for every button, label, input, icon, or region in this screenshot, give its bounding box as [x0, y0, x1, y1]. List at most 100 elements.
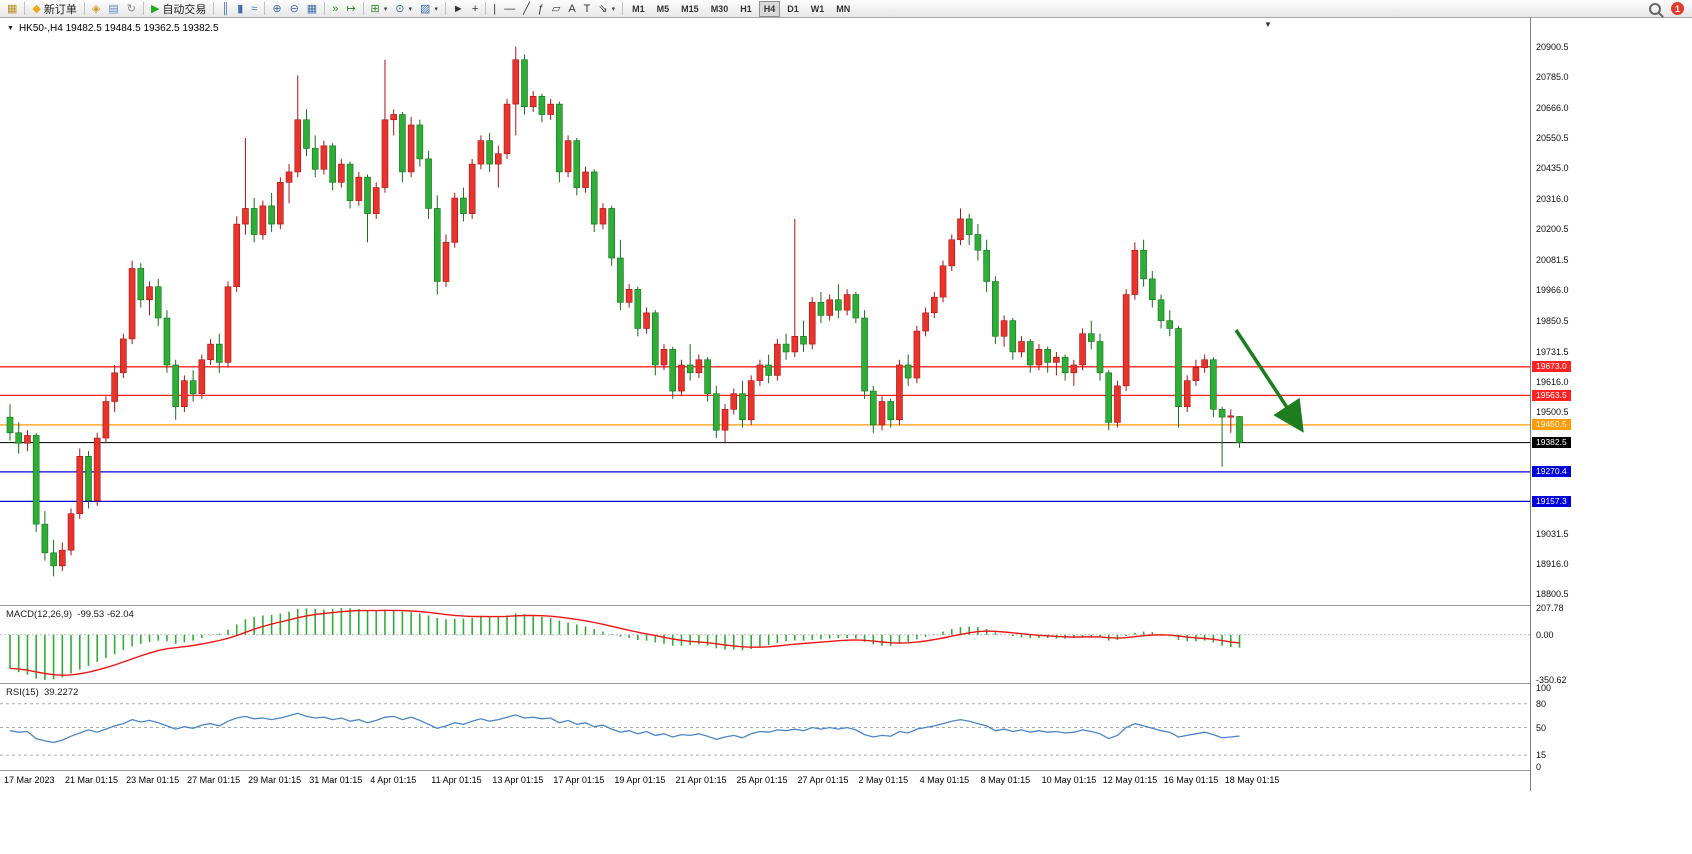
time-label: 12 May 01:15 — [1102, 775, 1158, 785]
timeframe-h4[interactable]: H4 — [758, 0, 781, 17]
candle-body — [948, 239, 956, 267]
price-tick: 18800.5 — [1536, 589, 1569, 600]
toolbar-separator — [24, 2, 26, 15]
timeframe-mn[interactable]: MN — [836, 3, 851, 14]
horizontal-line-icon[interactable]: — — [500, 0, 519, 18]
candle-body — [1018, 341, 1025, 353]
timeframe-m5[interactable]: M5 — [656, 3, 670, 14]
candle-body — [460, 197, 467, 214]
candle-body — [41, 523, 49, 554]
candle-body — [904, 364, 912, 379]
templates-icon: ▨ — [420, 2, 431, 15]
candle-body — [207, 343, 214, 361]
horizontal-line-icon: — — [504, 2, 516, 15]
macd-canvas[interactable] — [0, 606, 1530, 683]
new-chart-icon[interactable]: ▦ — [3, 0, 21, 18]
text-icon[interactable]: A — [564, 0, 579, 18]
arrows-icon[interactable]: ⇘ ▾ — [594, 0, 619, 18]
rsi-axis-tick: 50 — [1536, 722, 1547, 733]
timeframe-h1[interactable]: H1 — [740, 3, 752, 14]
price-tick: 19966.0 — [1536, 285, 1569, 296]
candle-body — [181, 380, 188, 408]
timeframe-d1[interactable]: D1 — [787, 3, 799, 14]
zoom-in-icon[interactable]: ⊕ — [268, 0, 285, 18]
indicators-icon[interactable]: ⊞ ▾ — [367, 0, 392, 18]
refresh-icon[interactable]: ↻ — [123, 0, 140, 18]
candle-body — [774, 343, 781, 376]
periods-icon: ⊙ — [395, 2, 405, 15]
candle-body — [747, 380, 755, 421]
line-chart-icon: ≈ — [251, 2, 258, 15]
toolbar-separator — [622, 2, 624, 15]
timeframe-m30[interactable]: M30 — [710, 3, 729, 14]
price-tag-19450.5[interactable]: 19450.5 — [1532, 419, 1571, 431]
price-tag-19270.4[interactable]: 19270.4 — [1532, 466, 1571, 478]
candle-body — [346, 163, 354, 201]
price-tick: 20200.5 — [1536, 224, 1569, 235]
pane-separator[interactable] — [0, 683, 1692, 684]
text-icon: A — [568, 2, 576, 15]
shapes-icon[interactable]: ▱ — [548, 0, 564, 18]
periods-icon[interactable]: ⊙ ▾ — [391, 0, 416, 18]
vertical-line-icon[interactable]: | — [489, 0, 500, 18]
cursor-icon[interactable]: ► — [449, 0, 468, 18]
candle-body — [957, 218, 964, 241]
candle-body — [189, 380, 197, 394]
zoom-out-icon[interactable]: ⊖ — [286, 0, 303, 18]
autotrading-button[interactable]: ▶ 自动交易 — [147, 0, 210, 18]
trendline-icon[interactable]: ╱ — [519, 0, 534, 18]
timeframe-m1[interactable]: M1 — [632, 3, 645, 14]
candle-body — [215, 343, 223, 363]
notification-badge[interactable]: 1 — [1671, 2, 1684, 15]
price-tag-19563.5[interactable]: 19563.5 — [1532, 389, 1571, 401]
pane-separator[interactable] — [0, 770, 1692, 771]
templates-icon[interactable]: ▨ ▾ — [416, 0, 442, 18]
candle-body — [643, 312, 650, 329]
tile-windows-icon[interactable]: ▦ — [303, 0, 321, 18]
label-icon[interactable]: T — [580, 0, 595, 18]
rsi-canvas[interactable] — [0, 684, 1530, 770]
candle-body — [826, 299, 833, 316]
candle-body — [678, 364, 685, 392]
candle-body — [704, 359, 711, 394]
candle-body — [730, 393, 738, 410]
fibonacci-icon[interactable]: ƒ — [534, 0, 548, 18]
price-tag-19157.3[interactable]: 19157.3 — [1532, 495, 1571, 507]
rsi-value: 39.2272 — [44, 687, 79, 698]
price-chart-canvas[interactable] — [0, 18, 1530, 605]
candlestick-chart-icon[interactable]: ▮ — [233, 0, 247, 18]
chart-shift-marker[interactable]: ▼ — [1264, 20, 1272, 29]
line-chart-icon[interactable]: ≈ — [247, 0, 261, 18]
candle-body — [59, 549, 66, 567]
candle-body — [1035, 349, 1043, 366]
search-icon[interactable] — [1649, 2, 1661, 15]
chart-shift-icon[interactable]: ↦ — [342, 0, 359, 18]
crosshair-icon[interactable]: + — [468, 0, 482, 18]
price-tag-19673.0[interactable]: 19673.0 — [1532, 361, 1571, 373]
candle-body — [1218, 409, 1226, 418]
bar-chart-icon[interactable]: ║ — [217, 0, 233, 18]
crosshair-icon: + — [471, 2, 479, 15]
annotation-arrow[interactable] — [1234, 329, 1304, 433]
pane-separator[interactable] — [0, 605, 1692, 606]
coins-icon[interactable]: ◈ — [88, 0, 104, 18]
candle-body — [669, 349, 677, 392]
price-tag-19382.5[interactable]: 19382.5 — [1532, 437, 1571, 449]
candle-body — [608, 208, 615, 259]
candle-body — [154, 286, 162, 319]
candle-body — [1053, 356, 1060, 363]
price-tick: 20785.0 — [1536, 71, 1569, 82]
candle-body — [329, 145, 336, 183]
candle-body — [529, 95, 537, 108]
tile-windows-icon: ▦ — [306, 2, 318, 15]
auto-scroll-icon[interactable]: » — [328, 0, 342, 18]
candle-body — [442, 242, 450, 282]
candle-body — [651, 312, 659, 366]
candle-body — [6, 416, 14, 434]
editor-icon[interactable]: ▤ — [104, 0, 122, 18]
timeframe-m15[interactable]: M15 — [681, 3, 699, 14]
new-order-button-label: 新订单 — [43, 3, 77, 16]
candle-body — [617, 257, 624, 303]
new-order-button[interactable]: ◆ 新订单 — [28, 0, 80, 18]
timeframe-w1[interactable]: W1 — [810, 3, 825, 14]
